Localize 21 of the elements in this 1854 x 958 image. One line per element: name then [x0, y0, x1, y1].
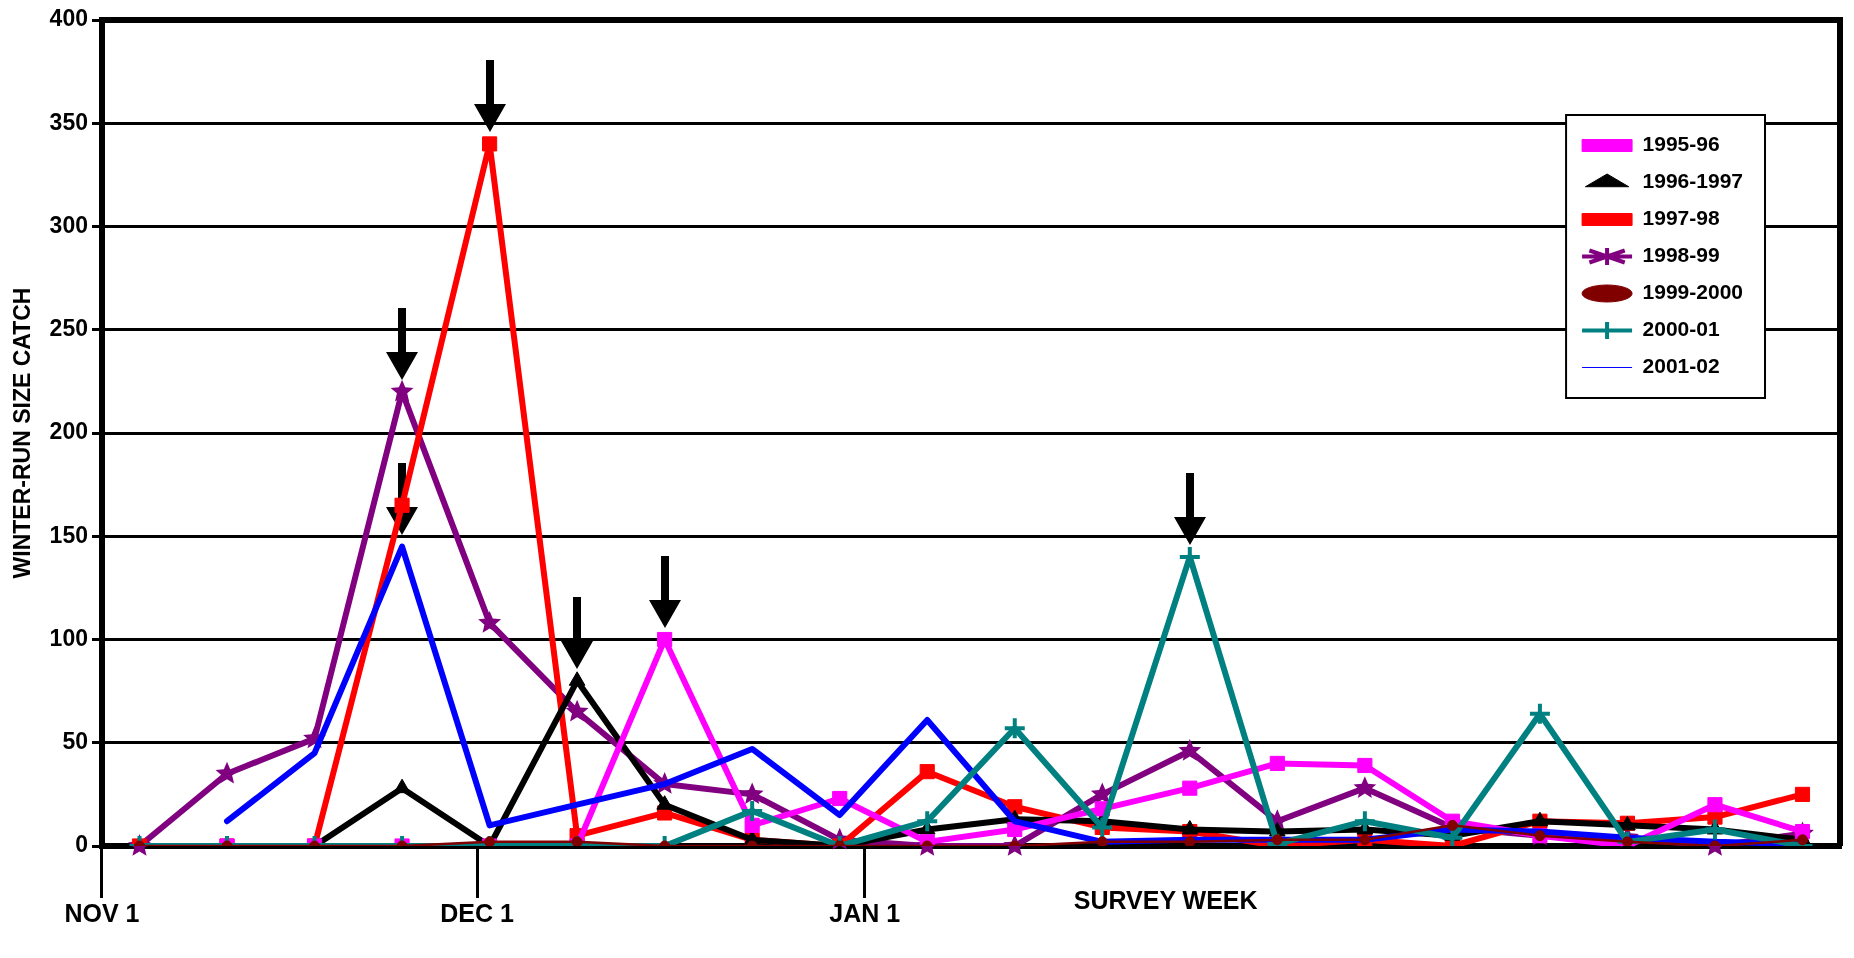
x-tick-label: JAN 1 — [829, 898, 901, 927]
legend-label: 2000-01 — [1642, 317, 1720, 341]
legend-label: 1999-2000 — [1642, 280, 1744, 304]
y-tick-label: 150 — [49, 521, 88, 548]
legend-label: 2001-02 — [1642, 354, 1720, 378]
y-tick-label: 300 — [49, 211, 88, 238]
legend-label: 1997-98 — [1642, 206, 1720, 230]
x-tick-label: NOV 1 — [64, 898, 140, 927]
y-axis-title: WINTER-RUN SIZE CATCH — [9, 287, 36, 579]
x-tick-label: DEC 1 — [440, 898, 514, 927]
legend-label: 1998-99 — [1642, 243, 1720, 267]
y-tick-label: 200 — [49, 418, 88, 445]
y-tick-label: 250 — [49, 315, 88, 342]
y-tick-label: 400 — [49, 5, 88, 32]
x-axis-title: SURVEY WEEK — [1073, 885, 1258, 914]
legend-label: 1996-1997 — [1642, 169, 1744, 193]
y-tick-label: 50 — [62, 728, 88, 755]
y-tick-label: 100 — [49, 624, 88, 651]
y-tick-label: 0 — [75, 831, 88, 858]
legend-label: 1995-96 — [1642, 132, 1720, 156]
y-tick-label: 350 — [49, 108, 88, 135]
